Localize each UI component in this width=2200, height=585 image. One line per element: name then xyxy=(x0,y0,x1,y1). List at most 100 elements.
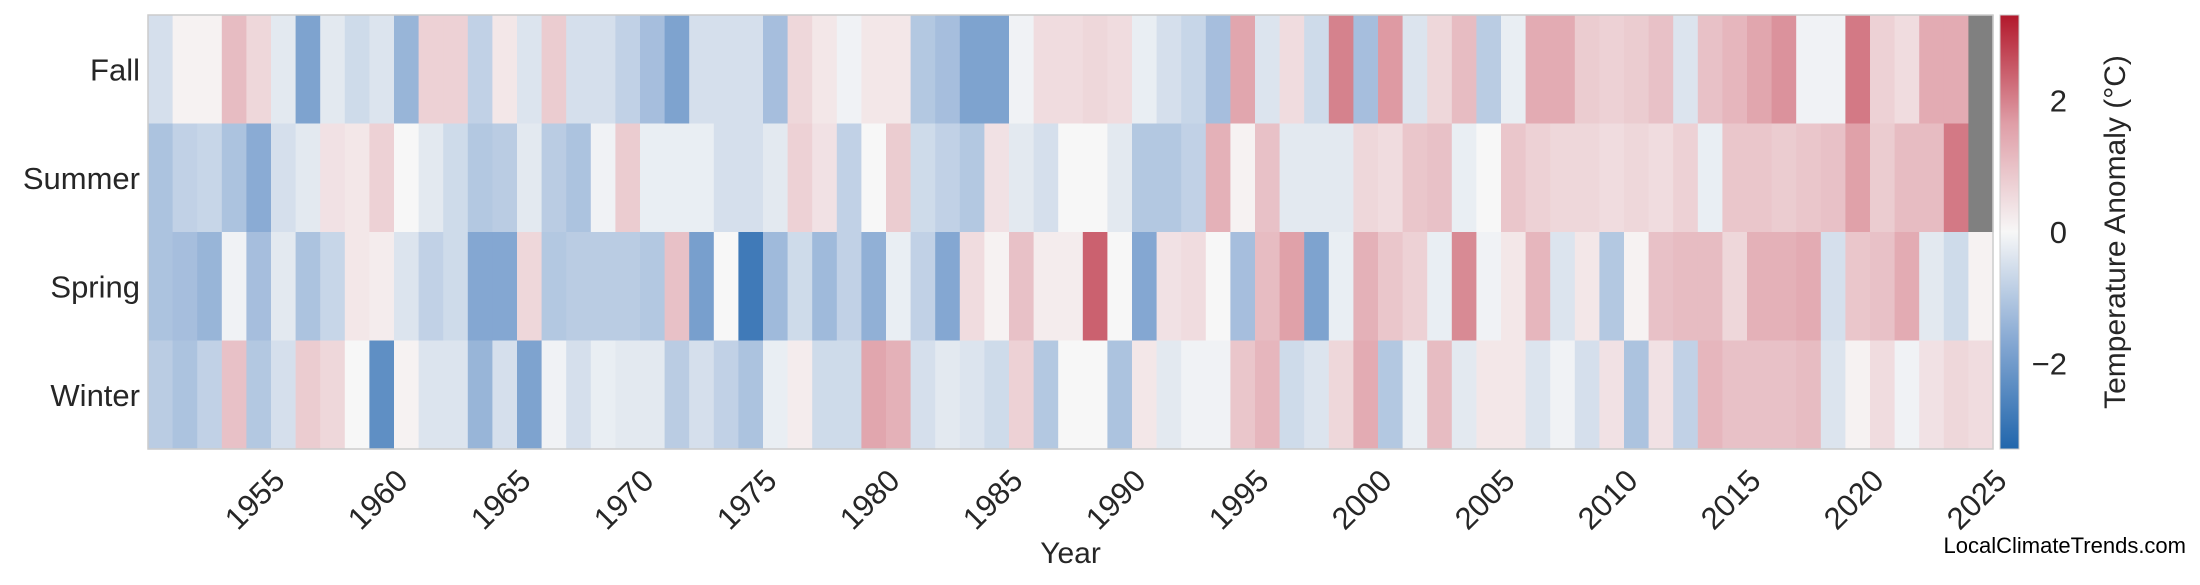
heatmap-cell xyxy=(443,15,469,125)
heatmap-cell xyxy=(1599,15,1625,125)
heatmap-cell xyxy=(787,15,813,125)
heatmap-cell xyxy=(172,232,198,342)
heatmap-cell xyxy=(1082,232,1108,342)
heatmap-cell xyxy=(1550,123,1576,233)
heatmap-cell xyxy=(1402,15,1428,125)
heatmap-cell xyxy=(344,15,370,125)
heatmap-cell xyxy=(1771,15,1797,125)
heatmap-cell xyxy=(1230,232,1256,342)
heatmap-cell xyxy=(197,232,223,342)
heatmap-cell xyxy=(172,123,198,233)
heatmap-cell xyxy=(566,15,592,125)
heatmap-cell xyxy=(1599,232,1625,342)
heatmap-cell xyxy=(935,15,961,125)
heatmap-cell xyxy=(1402,123,1428,233)
heatmap-cell xyxy=(369,15,395,125)
heatmap-cell xyxy=(935,232,961,342)
colorbar-tick-label: −2 xyxy=(2032,347,2067,382)
x-tick-label: 2000 xyxy=(1325,463,1399,537)
heatmap-cell xyxy=(1599,123,1625,233)
heatmap-cell xyxy=(836,15,862,125)
heatmap-cell xyxy=(344,232,370,342)
heatmap-cell xyxy=(1353,232,1379,342)
heatmap-cell xyxy=(221,15,247,125)
heatmap-cell xyxy=(246,232,272,342)
heatmap-cell xyxy=(1476,123,1502,233)
x-tick-label: 1975 xyxy=(710,463,784,537)
heatmap-cell xyxy=(1058,123,1084,233)
x-tick-label: 1995 xyxy=(1202,463,1276,537)
heatmap-cell xyxy=(295,232,321,342)
row-label: Winter xyxy=(50,378,140,413)
heatmap-cell xyxy=(517,123,543,233)
heatmap-cell xyxy=(172,340,198,450)
heatmap-cell xyxy=(443,123,469,233)
heatmap-cell xyxy=(886,123,912,233)
row-label: Summer xyxy=(23,161,140,196)
heatmap-cell xyxy=(886,340,912,450)
colorbar-ticks: 2 0 −2 xyxy=(2032,83,2067,381)
heatmap-cell xyxy=(1747,123,1773,233)
heatmap-cell xyxy=(1894,232,1920,342)
heatmap-cell xyxy=(467,232,493,342)
heatmap-cell xyxy=(1771,232,1797,342)
heatmap-cell xyxy=(1870,340,1896,450)
heatmap-cell xyxy=(1919,123,1945,233)
heatmap-cell xyxy=(689,232,715,342)
heatmap-cell xyxy=(664,340,690,450)
row-labels: Fall Summer Spring Winter xyxy=(23,52,140,413)
heatmap-cell xyxy=(1033,232,1059,342)
heatmap-cell xyxy=(590,340,616,450)
heatmap-cell xyxy=(1845,123,1871,233)
heatmap-cell xyxy=(861,232,887,342)
heatmap-cell xyxy=(836,340,862,450)
heatmap-cell xyxy=(763,340,789,450)
heatmap-cell xyxy=(1353,15,1379,125)
heatmap-cell xyxy=(1009,15,1035,125)
x-tick-label: 1970 xyxy=(587,463,661,537)
heatmap-cell xyxy=(664,15,690,125)
heatmap-cell xyxy=(172,15,198,125)
heatmap-cell xyxy=(1009,340,1035,450)
x-tick-label: 2025 xyxy=(1940,463,2014,537)
heatmap-cell xyxy=(1894,123,1920,233)
heatmap-cell xyxy=(1771,340,1797,450)
heatmap-cell xyxy=(492,123,518,233)
heatmap-cell xyxy=(1648,15,1674,125)
heatmap-cell xyxy=(1451,15,1477,125)
heatmap-cell xyxy=(1624,340,1650,450)
heatmap-cell xyxy=(787,123,813,233)
heatmap-cell xyxy=(1894,340,1920,450)
heatmap-cell xyxy=(689,123,715,233)
heatmap-cell xyxy=(1919,340,1945,450)
heatmap-cell xyxy=(1107,340,1133,450)
heatmap-cell xyxy=(935,123,961,233)
heatmap-cell xyxy=(394,123,420,233)
heatmap-cell xyxy=(1304,232,1330,342)
heatmap-cell xyxy=(467,15,493,125)
heatmap-cell xyxy=(738,123,764,233)
heatmap-cell xyxy=(197,123,223,233)
heatmap-cell xyxy=(1156,232,1182,342)
heatmap-cell xyxy=(369,123,395,233)
heatmap-cell xyxy=(640,123,666,233)
heatmap-cell xyxy=(1870,123,1896,233)
heatmap-cell xyxy=(910,15,936,125)
heatmap-cell xyxy=(959,123,985,233)
heatmap-cell xyxy=(1476,232,1502,342)
heatmap-cell xyxy=(1402,340,1428,450)
heatmap-cell xyxy=(394,232,420,342)
heatmap-cell xyxy=(492,232,518,342)
heatmap-cell xyxy=(1648,340,1674,450)
heatmap-cell xyxy=(1132,340,1158,450)
heatmap-cell xyxy=(1673,123,1699,233)
heatmap-cell xyxy=(1943,232,1969,342)
heatmap-cell xyxy=(590,123,616,233)
row-label: Fall xyxy=(90,52,140,87)
heatmap-cell xyxy=(320,340,346,450)
heatmap-cell xyxy=(1255,340,1281,450)
heatmap-cell xyxy=(1033,340,1059,450)
plot-frame xyxy=(147,14,1994,450)
heatmap-cell xyxy=(1255,15,1281,125)
